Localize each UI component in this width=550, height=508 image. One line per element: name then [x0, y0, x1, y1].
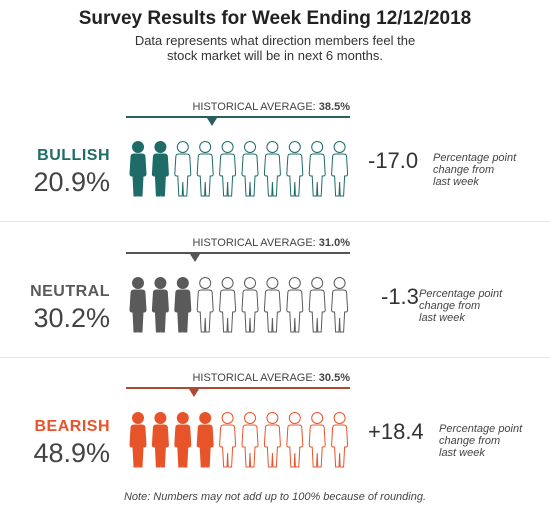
people-chart: [129, 277, 349, 333]
change-note: Percentage point change from last week: [439, 423, 523, 459]
person-icon-outline: [308, 277, 326, 333]
person-icon-filled: [129, 277, 147, 333]
change-value: -1.3: [381, 284, 419, 309]
person-icon-outline: [219, 277, 237, 333]
person-icon-outline: [263, 412, 281, 468]
panel-separator: [0, 221, 550, 222]
historical-average-prefix: HISTORICAL AVERAGE:: [192, 101, 319, 113]
historical-average-marker: [189, 389, 200, 397]
person-icon-filled: [151, 412, 169, 468]
historical-average-prefix: HISTORICAL AVERAGE:: [192, 237, 319, 249]
category-value: 48.9%: [33, 438, 110, 468]
person-icon-filled: [129, 412, 147, 468]
change-value: -17.0: [368, 148, 419, 173]
historical-average-value: 31.0%: [318, 237, 350, 249]
person-icon-filled: [174, 277, 192, 333]
historical-average: HISTORICAL AVERAGE: 31.0%: [126, 237, 350, 267]
person-icon-outline: [308, 141, 326, 197]
historical-average: HISTORICAL AVERAGE: 30.5%: [126, 372, 350, 402]
panel-bullish: HISTORICAL AVERAGE: 38.5% BULLISH 20.9% -17…: [0, 101, 550, 237]
historical-average-line: [126, 387, 350, 389]
panel-neutral: HISTORICAL AVERAGE: 31.0% NEUTRAL 30.2% -1.…: [0, 237, 550, 373]
person-icon-outline: [263, 277, 281, 333]
historical-average: HISTORICAL AVERAGE: 38.5%: [126, 101, 350, 131]
person-icon-outline: [174, 141, 192, 197]
person-icon-filled: [151, 277, 169, 333]
historical-average-prefix: HISTORICAL AVERAGE:: [192, 372, 319, 384]
historical-average-label: HISTORICAL AVERAGE: 30.5%: [192, 372, 350, 384]
person-icon-outline: [241, 277, 259, 333]
person-icon-outline: [286, 412, 304, 468]
people-icons: [126, 276, 350, 334]
category-label: NEUTRAL: [30, 283, 110, 300]
change-note: Percentage point change from last week: [419, 288, 503, 324]
person-icon-outline: [331, 141, 349, 197]
change-value: +18.4: [368, 419, 424, 444]
historical-average-marker: [207, 118, 218, 126]
historical-average-label: HISTORICAL AVERAGE: 31.0%: [192, 237, 350, 249]
person-icon-outline: [241, 141, 259, 197]
panel-separator: [0, 357, 550, 358]
person-icon-outline: [219, 141, 237, 197]
chart-title: Survey Results for Week Ending 12/12/201…: [78, 8, 472, 29]
category-value: 20.9%: [33, 167, 110, 197]
chart-subtitle: Data represents what direction members f…: [134, 33, 416, 63]
person-icon-filled: [174, 412, 192, 468]
person-icon-outline: [219, 412, 237, 468]
person-icon-filled: [196, 412, 214, 468]
person-icon-outline: [286, 277, 304, 333]
people-icons: [126, 140, 350, 198]
people-chart: [129, 141, 349, 197]
person-icon-filled: [129, 141, 147, 197]
person-icon-filled: [151, 141, 169, 197]
person-icon-outline: [196, 141, 214, 197]
historical-average-marker: [190, 254, 201, 262]
historical-average-value: 30.5%: [318, 372, 350, 384]
person-icon-outline: [331, 412, 349, 468]
category-value: 30.2%: [33, 303, 110, 333]
people-chart: [129, 412, 349, 468]
historical-average-value: 38.5%: [318, 101, 350, 113]
footnote: Note: Numbers may not add up to 100% bec…: [123, 491, 427, 503]
panel-bearish: HISTORICAL AVERAGE: 30.5% BEARISH 48.9% +18…: [0, 372, 550, 508]
person-icon-outline: [241, 412, 259, 468]
category-label: BEARISH: [34, 418, 110, 435]
person-icon-outline: [196, 277, 214, 333]
person-icon-outline: [286, 141, 304, 197]
historical-average-line: [126, 116, 350, 118]
category-label: BULLISH: [37, 147, 110, 164]
person-icon-outline: [308, 412, 326, 468]
people-icons: [126, 411, 350, 469]
change-note: Percentage point change from last week: [433, 152, 517, 188]
historical-average-label: HISTORICAL AVERAGE: 38.5%: [192, 101, 350, 113]
person-icon-outline: [331, 277, 349, 333]
historical-average-line: [126, 252, 350, 254]
person-icon-outline: [263, 141, 281, 197]
